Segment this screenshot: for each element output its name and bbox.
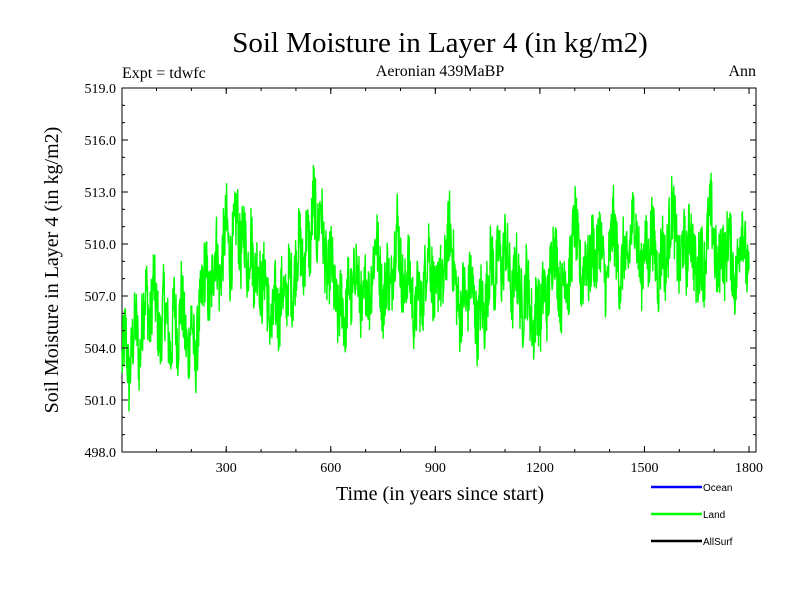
x-tick-label: 1800 [735,461,763,476]
legend-label-ocean: Ocean [703,483,732,494]
subtitle-right: Ann [728,63,756,80]
x-tick-label: 900 [425,461,446,476]
x-tick-label: 600 [320,461,341,476]
y-axis-label: Soil Moisture in Layer 4 (in kg/m2) [41,127,63,414]
y-tick-label: 507.0 [85,290,117,305]
x-tick-label: 1200 [526,461,554,476]
x-axis-label: Time (in years since start) [336,483,544,505]
plot-area: 498.0 501.0 504.0 507.0 510.0 513.0 516.0 519.0… [85,82,764,476]
series-layer [121,164,750,412]
chart-title: Soil Moisture in Layer 4 (in kg/m2) [232,27,648,59]
y-tick-label: 519.0 [85,82,117,97]
y-tick-label: 513.0 [85,186,117,201]
y-tick-label: 516.0 [85,134,117,149]
legend: Ocean Land AllSurf [651,483,733,548]
series-line-land [121,164,750,412]
legend-label-allsurf: AllSurf [703,537,733,548]
legend-label-land: Land [703,510,725,521]
y-tick-label: 510.0 [85,238,117,253]
x-axis: 300 600 900 1200 1500 1800 [156,88,763,476]
y-tick-label: 504.0 [85,342,117,357]
x-tick-label: 1500 [630,461,658,476]
subtitle-left: Expt = tdwfc [122,65,206,82]
y-tick-label: 501.0 [85,394,117,409]
y-axis: 498.0 501.0 504.0 507.0 510.0 513.0 516.0 519.0 [85,82,756,461]
plot-frame [121,87,757,453]
x-tick-label: 300 [216,461,237,476]
y-tick-label: 498.0 [85,446,117,461]
subtitle-center: Aeronian 439MaBP [376,63,505,80]
